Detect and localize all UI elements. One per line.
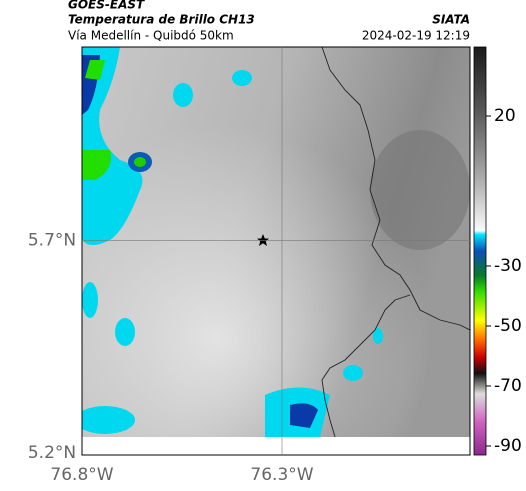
colorbar-tick-label: -50 [494, 316, 522, 336]
map-frame [81, 46, 471, 456]
x-tick-label: 76.3°W [250, 465, 313, 485]
borders [321, 47, 470, 438]
colorbar-tick-label: -90 [494, 436, 522, 456]
y-tick-label: 5.7°N [28, 230, 76, 250]
source: SIATA [432, 13, 470, 27]
colorbar [473, 46, 487, 456]
colorbar-tick-label: 20 [494, 106, 516, 126]
route: Vía Medellín - Quibdó 50km [68, 29, 234, 43]
colorbar-tick-label: -30 [494, 256, 522, 276]
product: Temperatura de Brillo CH13 [68, 13, 255, 27]
y-tick-label: 5.2°N [28, 443, 76, 463]
cold-clouds [82, 47, 383, 437]
satellite-image [82, 47, 470, 455]
datetime: 2024-02-19 12:19 [362, 29, 470, 43]
colorbar-tick-label: -70 [494, 376, 522, 396]
x-tick-label: 76.8°W [50, 465, 113, 485]
satellite: GOES-EAST [68, 0, 145, 12]
